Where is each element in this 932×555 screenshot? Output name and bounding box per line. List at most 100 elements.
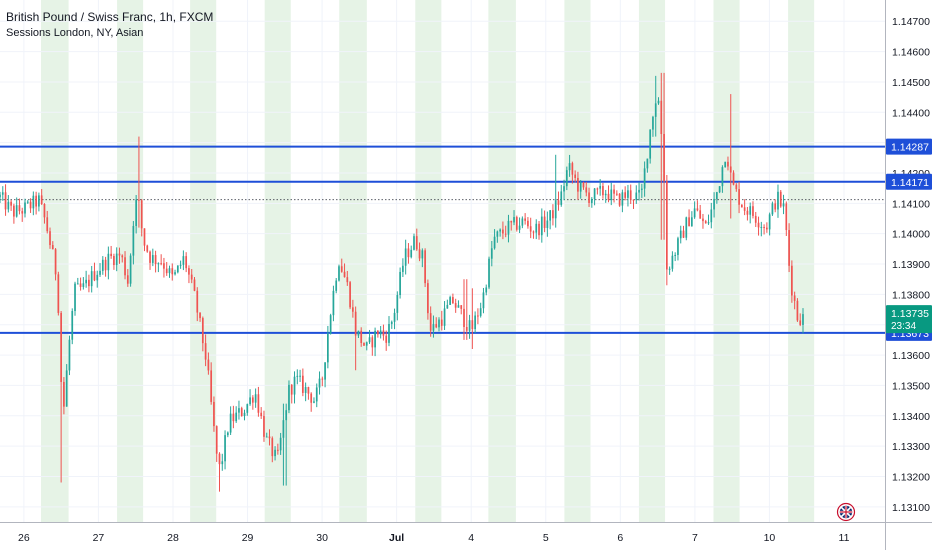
candle-body[interactable] <box>276 449 279 451</box>
candle-body[interactable] <box>38 195 40 207</box>
candle-body[interactable] <box>649 129 652 159</box>
candle-body[interactable] <box>263 416 265 437</box>
candle-body[interactable] <box>240 408 243 416</box>
candle-body[interactable] <box>271 438 274 457</box>
candle-body[interactable] <box>646 158 649 169</box>
candle-body[interactable] <box>399 271 401 296</box>
candle-body[interactable] <box>407 248 410 258</box>
candle-body[interactable] <box>510 220 513 223</box>
candle-body[interactable] <box>390 321 393 324</box>
candle-body[interactable] <box>629 190 632 200</box>
candle-body[interactable] <box>777 191 779 210</box>
candle-body[interactable] <box>213 401 215 427</box>
candle-body[interactable] <box>329 315 332 334</box>
candle-body[interactable] <box>640 188 643 190</box>
candle-body[interactable] <box>643 168 646 189</box>
candle-body[interactable] <box>504 233 507 235</box>
candle-body[interactable] <box>740 204 743 208</box>
candle-body[interactable] <box>496 231 499 237</box>
candle-body[interactable] <box>307 387 310 394</box>
candle-body[interactable] <box>549 210 552 221</box>
candle-body[interactable] <box>135 199 138 226</box>
candle-body[interactable] <box>346 277 349 283</box>
candle-body[interactable] <box>51 245 54 250</box>
candle-body[interactable] <box>199 312 201 319</box>
candle-body[interactable] <box>766 227 768 230</box>
candle-body[interactable] <box>74 283 76 312</box>
candle-body[interactable] <box>588 192 590 203</box>
candle-body[interactable] <box>146 245 149 252</box>
candle-body[interactable] <box>599 186 602 189</box>
candle-body[interactable] <box>793 295 796 301</box>
candle-body[interactable] <box>415 236 418 250</box>
candle-body[interactable] <box>35 195 37 207</box>
candle-body[interactable] <box>727 161 729 167</box>
candle-body[interactable] <box>288 384 290 411</box>
candle-body[interactable] <box>140 200 143 229</box>
candle-body[interactable] <box>110 253 113 257</box>
candle-body[interactable] <box>129 255 132 284</box>
candle-body[interactable] <box>527 220 529 227</box>
candle-body[interactable] <box>382 330 385 336</box>
candle-body[interactable] <box>749 206 752 215</box>
candle-body[interactable] <box>604 193 607 196</box>
candle-body[interactable] <box>524 218 526 221</box>
candle-body[interactable] <box>571 163 574 175</box>
candle-body[interactable] <box>18 205 21 212</box>
candle-body[interactable] <box>321 378 324 380</box>
candle-body[interactable] <box>607 193 610 201</box>
candle-body[interactable] <box>746 210 749 215</box>
candle-body[interactable] <box>724 161 727 168</box>
candle-body[interactable] <box>474 315 476 330</box>
candle-body[interactable] <box>174 272 176 275</box>
candle-body[interactable] <box>663 133 665 182</box>
candle-body[interactable] <box>29 201 32 209</box>
candle-body[interactable] <box>685 217 688 238</box>
indicator-label[interactable]: Sessions London, NY, Asian <box>6 27 144 39</box>
candle-body[interactable] <box>768 214 771 230</box>
candle-body[interactable] <box>157 263 160 265</box>
candle-body[interactable] <box>318 378 321 388</box>
candle-body[interactable] <box>404 248 407 266</box>
candle-body[interactable] <box>315 387 318 402</box>
candle-body[interactable] <box>160 263 163 265</box>
candle-body[interactable] <box>674 254 677 256</box>
candle-body[interactable] <box>210 370 213 402</box>
candle-body[interactable] <box>760 226 763 228</box>
candle-body[interactable] <box>690 217 693 227</box>
level-price-tag[interactable] <box>886 173 932 190</box>
current-price-tag[interactable] <box>886 305 932 334</box>
candle-body[interactable] <box>788 230 790 266</box>
candle-body[interactable] <box>343 271 346 278</box>
candle-body[interactable] <box>352 307 354 312</box>
candle-body[interactable] <box>665 181 668 270</box>
candle-body[interactable] <box>40 195 43 204</box>
candle-body[interactable] <box>251 397 254 403</box>
candle-body[interactable] <box>738 189 740 205</box>
candle-body[interactable] <box>554 200 557 219</box>
candle-body[interactable] <box>265 436 268 438</box>
candle-body[interactable] <box>132 225 135 256</box>
candle-body[interactable] <box>238 408 240 413</box>
candle-body[interactable] <box>282 420 285 438</box>
candle-body[interactable] <box>546 220 549 228</box>
candle-body[interactable] <box>190 274 193 280</box>
candle-body[interactable] <box>171 268 174 275</box>
candle-body[interactable] <box>349 282 351 308</box>
candle-body[interactable] <box>101 259 104 271</box>
candle-body[interactable] <box>535 223 538 233</box>
candle-body[interactable] <box>13 205 15 217</box>
candle-body[interactable] <box>696 208 699 211</box>
candle-body[interactable] <box>243 412 246 416</box>
candle-body[interactable] <box>249 397 251 405</box>
candle-body[interactable] <box>585 187 588 193</box>
candle-body[interactable] <box>340 266 343 272</box>
candle-body[interactable] <box>610 189 613 201</box>
candle-body[interactable] <box>477 315 479 317</box>
candle-body[interactable] <box>563 186 565 192</box>
candle-body[interactable] <box>377 330 379 335</box>
candle-body[interactable] <box>743 207 746 211</box>
candle-body[interactable] <box>93 271 96 281</box>
candle-body[interactable] <box>338 266 340 281</box>
candle-body[interactable] <box>388 323 390 343</box>
